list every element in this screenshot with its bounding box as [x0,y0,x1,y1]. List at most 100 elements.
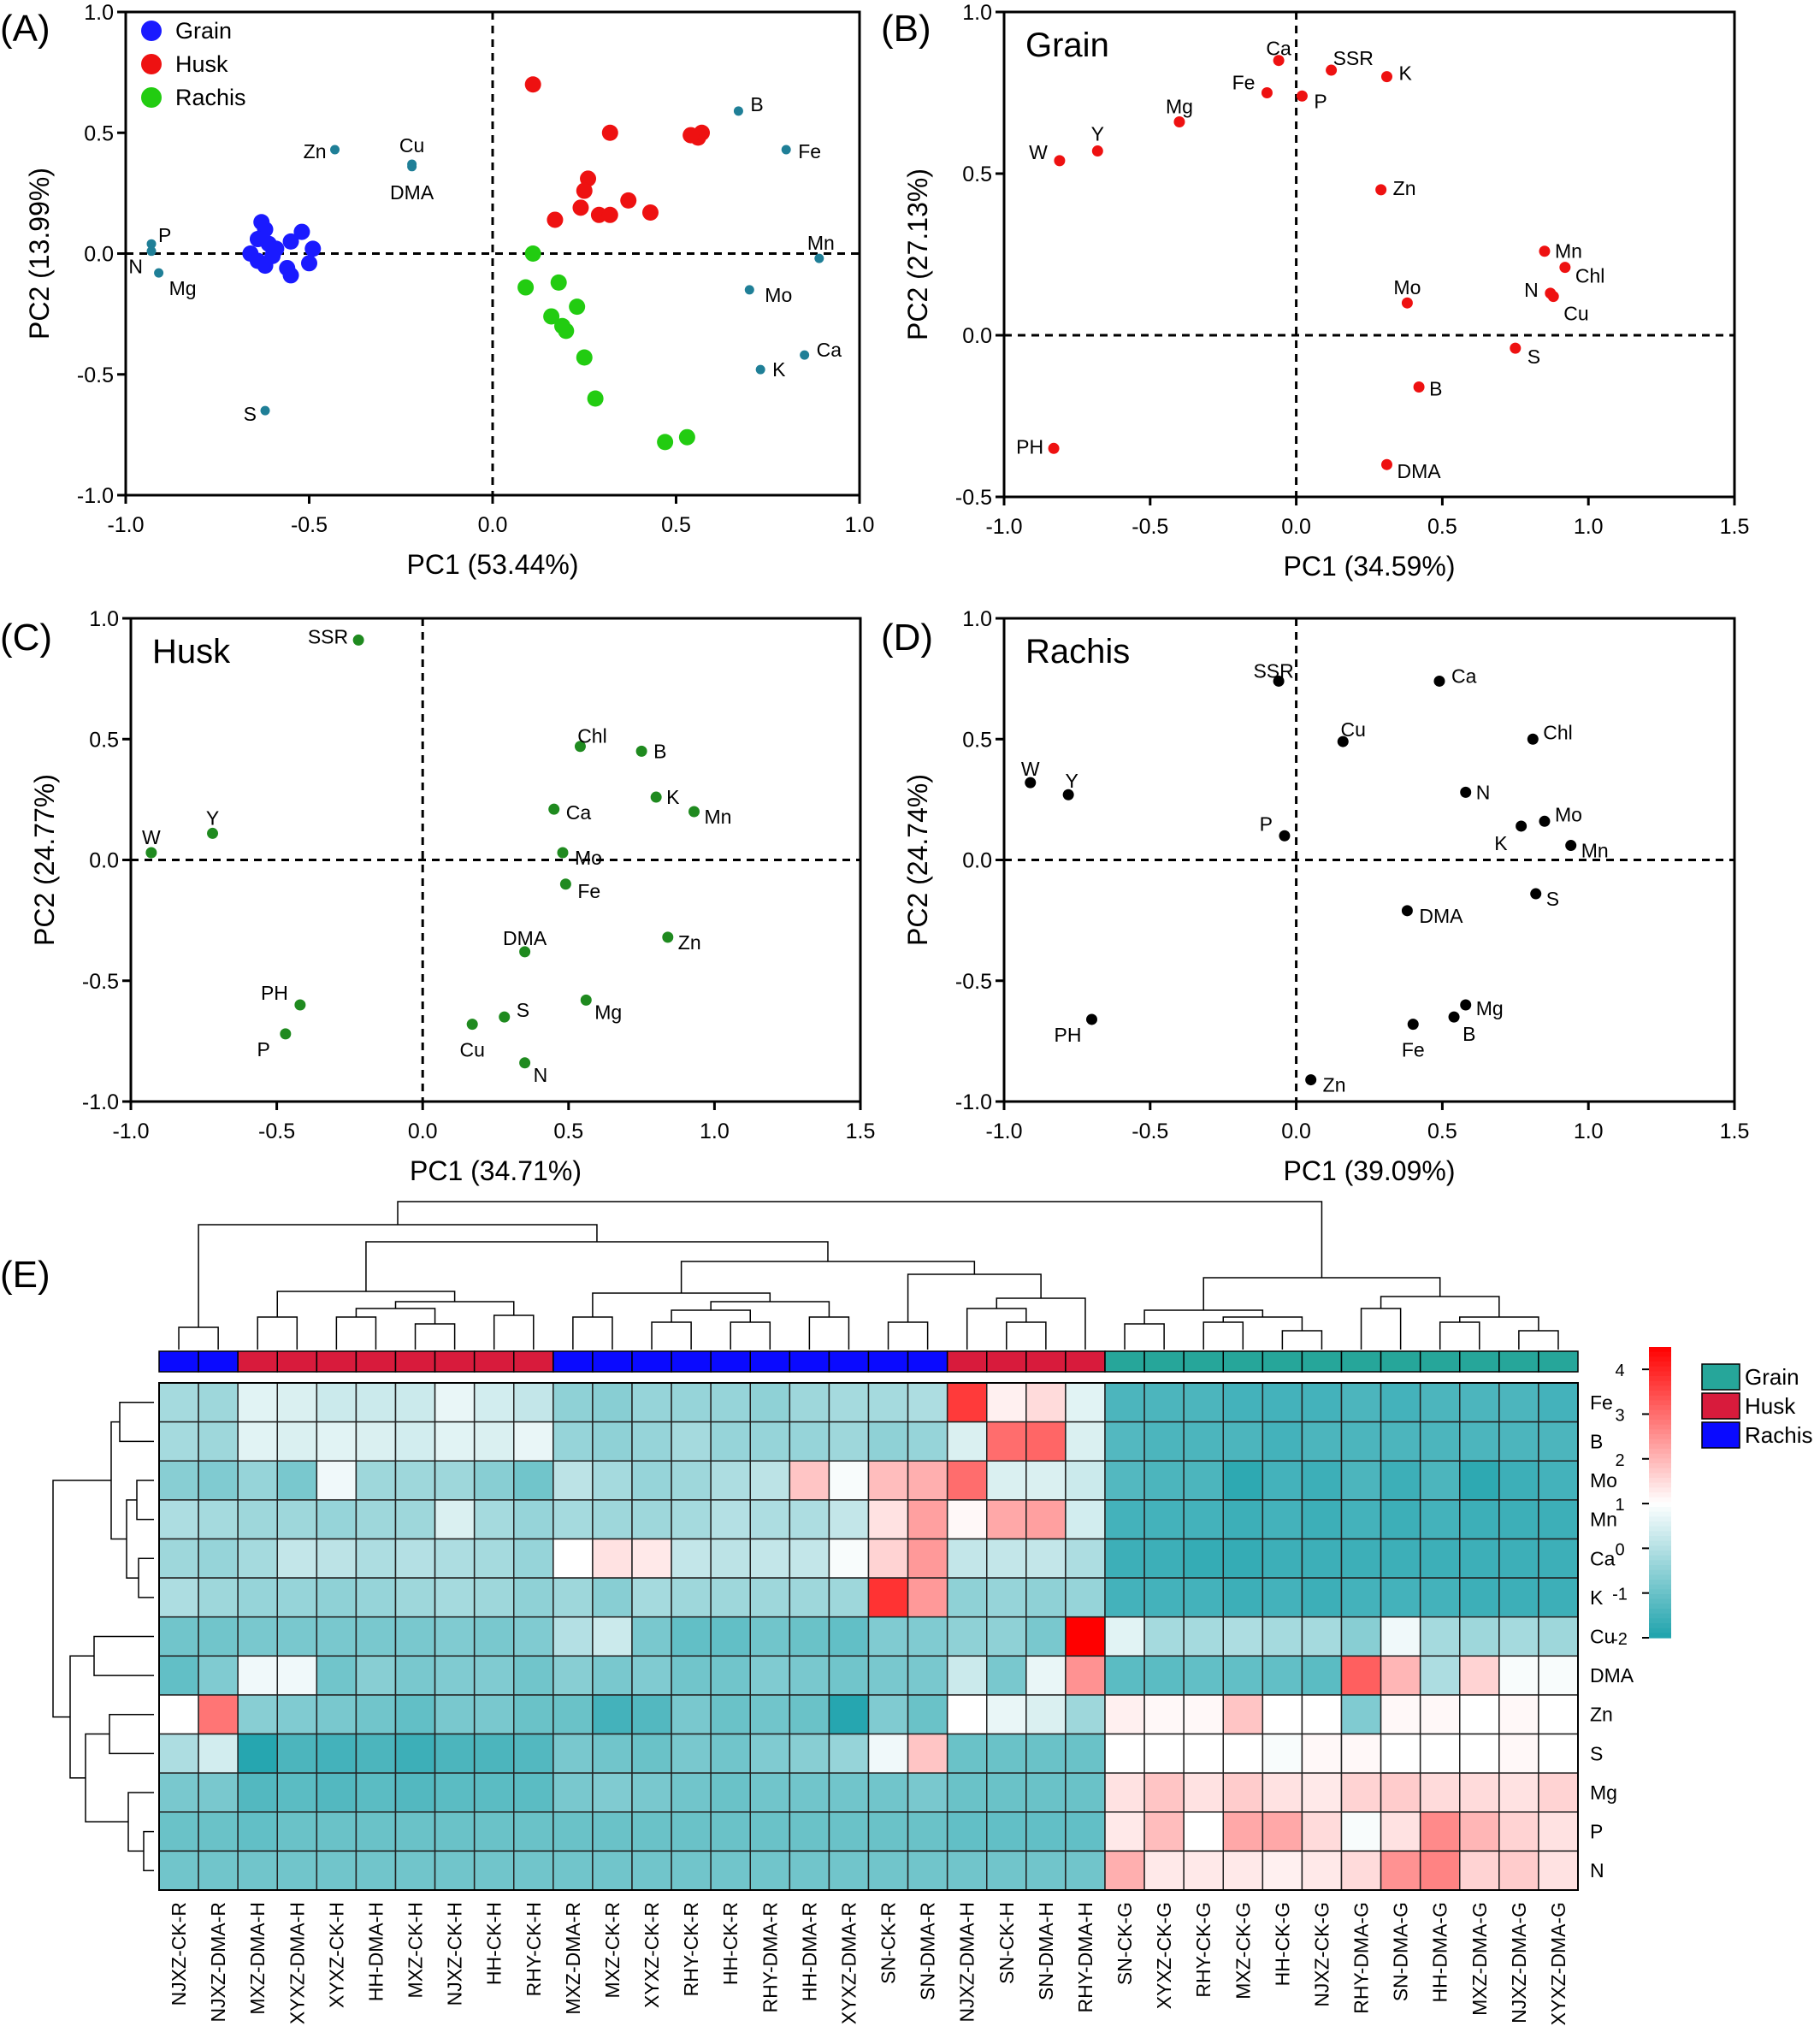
heatmap-cell [907,1616,948,1657]
heatmap-cell [1143,1382,1185,1423]
heatmap-cell [1025,1538,1067,1579]
variable-point-ph [1048,442,1060,454]
heatmap-cell [946,1733,988,1774]
score-point-rachis [569,298,586,316]
heatmap-cell [631,1421,672,1462]
heatmap-cell [631,1694,672,1735]
heatmap-cell [158,1655,199,1696]
heatmap-cell [1419,1811,1461,1852]
heatmap-cell [1222,1694,1264,1735]
heatmap-cell [986,1694,1027,1735]
heatmap-cell [513,1733,554,1774]
column-dendrogram-branch [1124,1323,1165,1350]
heatmap-cell [631,1850,672,1891]
legend-marker-rachis [141,87,162,108]
heatmap-cell [1104,1811,1145,1852]
heatmap-cell [671,1733,712,1774]
colorbar-segment [1649,1385,1671,1391]
heatmap-cell [473,1460,515,1501]
legend-label-grain: Grain [175,18,232,44]
heatmap-cell [592,1733,633,1774]
heatmap-cell [1538,1694,1579,1735]
heatmap-cell [907,1655,948,1696]
heatmap-cell [1143,1538,1185,1579]
variable-point-p [1296,90,1308,102]
heatmap-cell [513,1811,554,1852]
column-label-njxz-ck-h: NJXZ-CK-H [444,1902,466,2006]
loading-label-fe: Fe [798,140,821,162]
heatmap-cell [1459,1616,1500,1657]
heatmap-cell [552,1733,594,1774]
heatmap-cell [1538,1577,1579,1618]
heatmap-cell [1459,1655,1500,1696]
heatmap-cell [986,1772,1027,1813]
column-label-mxz-dma-h: MXZ-DMA-H [246,1902,269,2015]
column-label-sn-dma-r: SN-DMA-R [917,1902,939,2000]
heatmap-cell [592,1499,633,1540]
row-label-cu: Cu [1590,1626,1615,1648]
heatmap-cell [316,1811,358,1852]
row-dendrogram-branch [110,1421,127,1540]
row-label-mg: Mg [1590,1781,1617,1804]
heatmap-cell [1025,1499,1067,1540]
heatmap-cell [986,1850,1027,1891]
heatmap-cell [1025,1733,1067,1774]
heatmap-cell [355,1811,397,1852]
heatmap-cell [198,1382,239,1423]
heatmap-cell [552,1772,594,1813]
variable-label-b: B [653,740,666,762]
heatmap-cell [434,1616,476,1657]
heatmap-cell [907,1460,948,1501]
colorbar-segment [1649,1366,1671,1372]
column-label-xyxz-dma-r: XYXZ-DMA-R [837,1902,860,2024]
heatmap-cell [1104,1772,1145,1813]
group-bar-cell-rachis [552,1350,594,1373]
variable-point-zn [662,931,674,943]
row-dendrogram-branch [127,1792,154,1852]
heatmap-cell [671,1655,712,1696]
colorbar-segment [1649,1594,1671,1600]
heatmap-cell [198,1772,239,1813]
heatmap-cell [316,1850,358,1891]
heatmap-cell [1262,1616,1303,1657]
group-bar-cell-grain [1340,1350,1382,1373]
score-point-husk [547,211,564,228]
heatmap-cell [1262,1421,1303,1462]
x-tick-label: 1.5 [1720,515,1750,539]
variable-point-dma [1401,905,1413,917]
heatmap-cell [158,1772,199,1813]
colorbar-segment [1649,1376,1671,1382]
row-dendrogram-branch [69,1655,94,1779]
heatmap-cell [552,1655,594,1696]
heatmap-cell [986,1421,1027,1462]
heatmap-cell [394,1382,436,1423]
column-dendrogram-branch [198,1224,598,1327]
colorbar-segment [1649,1391,1671,1397]
heatmap-cell [946,1655,988,1696]
variable-point-mo [1539,815,1551,827]
variable-label-mg: Mg [1166,96,1193,118]
heatmap-cell [276,1616,318,1657]
heatmap-cell [1065,1577,1106,1618]
column-dendrogram-branch [1380,1296,1500,1317]
column-label-mxz-dma-r: MXZ-DMA-R [562,1902,584,2015]
y-tick-label: 0.5 [84,121,114,145]
heatmap-cell [749,1772,791,1813]
x-tick-label: 1.0 [1574,515,1604,539]
score-point-rachis [678,428,695,446]
heatmap-cell [1498,1616,1539,1657]
heatmap-cell [1104,1616,1145,1657]
heatmap-cell [1104,1538,1145,1579]
heatmap-cell [1183,1616,1224,1657]
heatmap-cell [907,1811,948,1852]
x-tick-label: -1.0 [112,1119,149,1143]
variable-label-zn: Zn [1393,177,1416,199]
panel-c: (C) -1.0 -0.5 0.0 0.5 1.0 1.5 -1.0 -0.5 0.0 0.5 1.… [0,607,875,1186]
heatmap-cell [1538,1460,1579,1501]
row-dendrogram-branch [85,1733,128,1822]
heatmap-cell [710,1655,752,1696]
heatmap-cell [867,1538,909,1579]
colorbar-segment [1649,1507,1671,1513]
column-label-njxz-dma-h: NJXZ-DMA-H [956,1902,978,2023]
loading-point-k [755,364,765,375]
